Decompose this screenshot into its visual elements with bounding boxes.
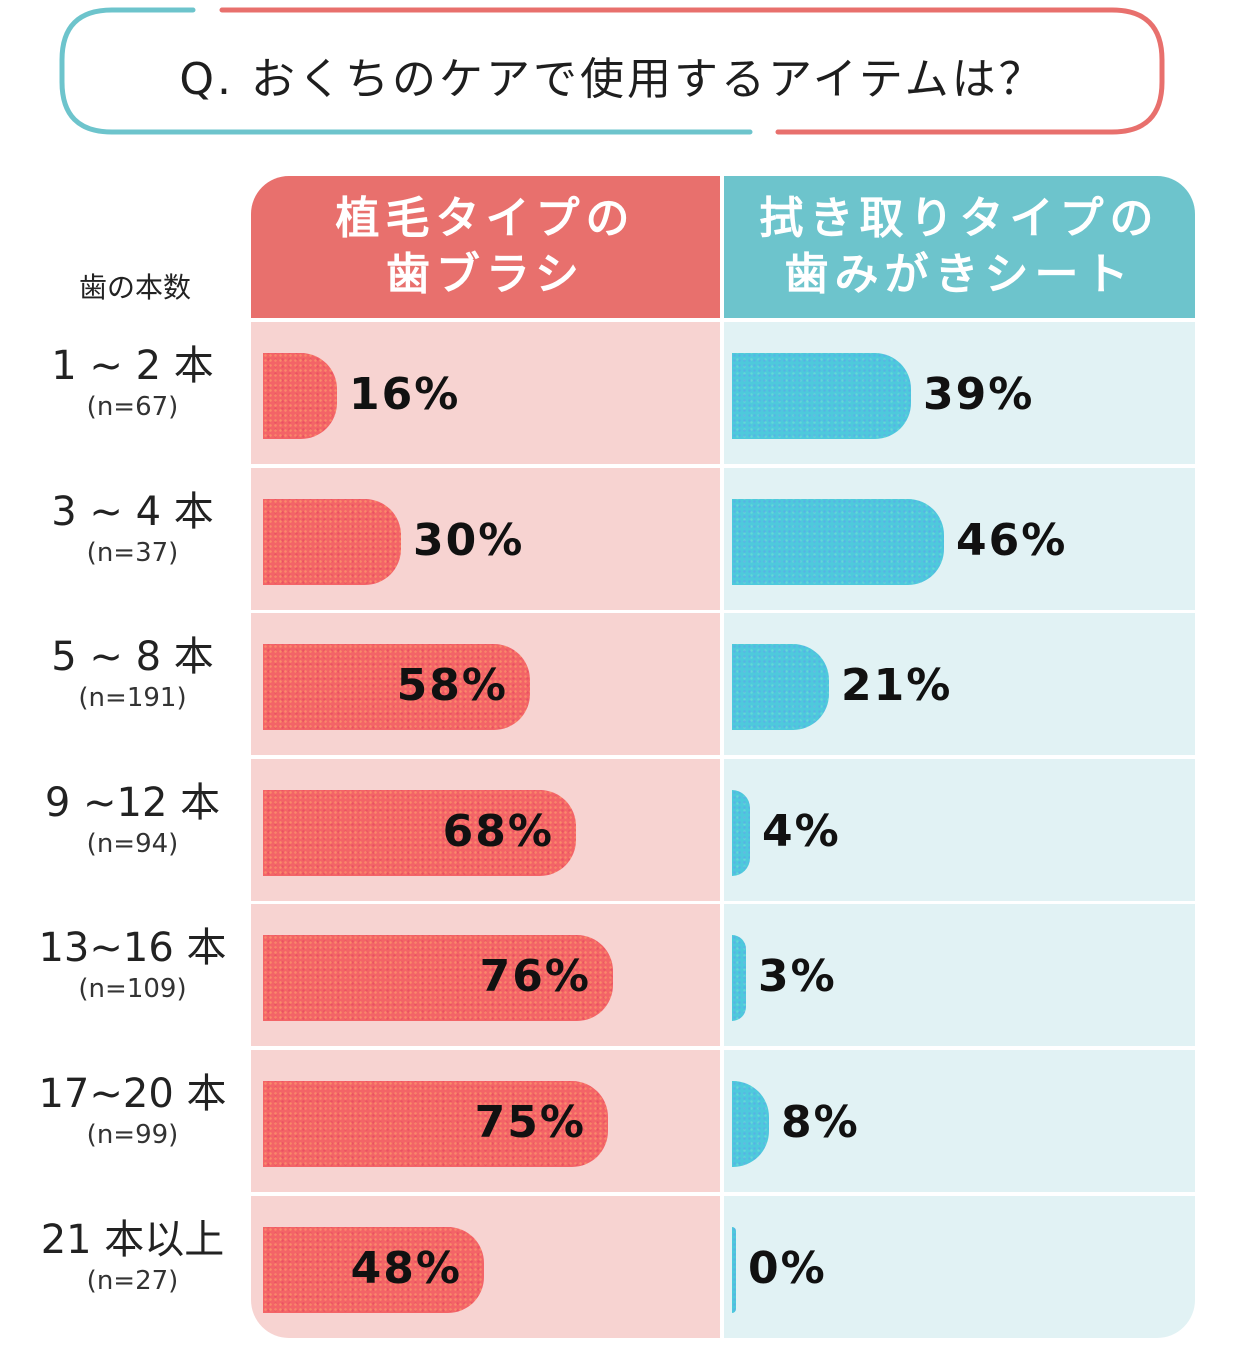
brush-bar — [263, 644, 530, 730]
teeth-range-label: 17~20 本 — [38, 1071, 227, 1117]
sample-size-label: (n=37) — [86, 538, 179, 568]
brush-value-label: 76% — [479, 951, 591, 1002]
brush-value-label: 75% — [474, 1097, 586, 1148]
sheet-cell: 39% — [724, 322, 1195, 464]
sheet-bar — [732, 1227, 736, 1313]
row-label: 9 ~12 本 (n=94) — [30, 779, 235, 861]
header-sheet-line2: 歯みがきシート — [784, 249, 1135, 300]
header-brush-line2: 歯ブラシ — [385, 249, 586, 300]
brush-cell: 68% — [251, 759, 720, 901]
brush-cell: 75% — [251, 1050, 720, 1192]
brush-cell: 48% — [251, 1196, 720, 1338]
row-label: 5 ~ 8 本 (n=191) — [30, 633, 235, 715]
brush-bar — [263, 935, 613, 1021]
row-label: 13~16 本 (n=109) — [30, 924, 235, 1006]
question-frame — [59, 7, 1165, 135]
header-sheet: 拭き取りタイプの 歯みがきシート — [724, 176, 1195, 318]
brush-bar — [263, 1081, 608, 1167]
teeth-range-label: 9 ~12 本 — [44, 780, 221, 826]
sheet-cell: 3% — [724, 904, 1195, 1046]
question-frame-red-stroke — [219, 7, 1165, 135]
sheet-value-label: 4% — [762, 806, 841, 857]
brush-value-label: 30% — [413, 515, 525, 566]
brush-bar — [263, 353, 337, 439]
sheet-value-label: 8% — [781, 1097, 860, 1148]
sheet-cell: 8% — [724, 1050, 1195, 1192]
sheet-value-label: 3% — [758, 951, 837, 1002]
brush-bar — [263, 790, 576, 876]
brush-bar — [263, 1227, 484, 1313]
teeth-range-label: 5 ~ 8 本 — [51, 634, 214, 680]
sample-size-label: (n=94) — [86, 829, 179, 859]
sheet-bar — [732, 353, 911, 439]
brush-cell: 76% — [251, 904, 720, 1046]
row-label: 17~20 本 (n=99) — [30, 1070, 235, 1152]
row-label: 3 ~ 4 本 (n=37) — [30, 488, 235, 570]
sample-size-label: (n=27) — [86, 1266, 179, 1296]
sample-size-label: (n=191) — [78, 683, 187, 713]
teeth-range-label: 1 ~ 2 本 — [51, 343, 214, 389]
sheet-value-label: 39% — [923, 369, 1035, 420]
sheet-value-label: 46% — [956, 515, 1068, 566]
teeth-count-label: 歯の本数 — [78, 271, 191, 304]
brush-value-label: 68% — [442, 806, 554, 857]
sheet-bar — [732, 790, 750, 876]
sample-size-label: (n=67) — [86, 392, 179, 422]
row-label: 21 本以上 (n=27) — [30, 1216, 235, 1298]
brush-cell: 58% — [251, 613, 720, 755]
sheet-cell: 4% — [724, 759, 1195, 901]
header-sheet-line1: 拭き取りタイプの — [759, 193, 1160, 244]
brush-cell: 30% — [251, 468, 720, 610]
sheet-bar — [732, 1081, 769, 1167]
brush-cell: 16% — [251, 322, 720, 464]
header-brush: 植毛タイプの 歯ブラシ — [251, 176, 720, 318]
sample-size-label: (n=109) — [78, 974, 187, 1004]
sheet-value-label: 21% — [841, 660, 953, 711]
sheet-cell: 21% — [724, 613, 1195, 755]
brush-value-label: 58% — [396, 660, 508, 711]
header-brush-line1: 植毛タイプの — [335, 193, 636, 244]
sheet-cell: 0% — [724, 1196, 1195, 1338]
teeth-range-label: 13~16 本 — [38, 925, 227, 971]
row-label: 1 ~ 2 本 (n=67) — [30, 342, 235, 424]
sheet-bar — [732, 644, 829, 730]
sheet-bar — [732, 499, 944, 585]
sheet-bar — [732, 935, 746, 1021]
teeth-range-label: 3 ~ 4 本 — [51, 489, 214, 535]
sheet-value-label: 0% — [748, 1243, 827, 1294]
question-frame-blue-stroke — [59, 7, 753, 135]
question-title: Q. おくちのケアで使用するアイテムは？ — [179, 54, 1046, 105]
brush-value-label: 48% — [350, 1243, 462, 1294]
teeth-range-label: 21 本以上 — [40, 1217, 225, 1263]
sheet-cell: 46% — [724, 468, 1195, 610]
brush-bar — [263, 499, 401, 585]
brush-value-label: 16% — [349, 369, 461, 420]
sample-size-label: (n=99) — [86, 1120, 179, 1150]
